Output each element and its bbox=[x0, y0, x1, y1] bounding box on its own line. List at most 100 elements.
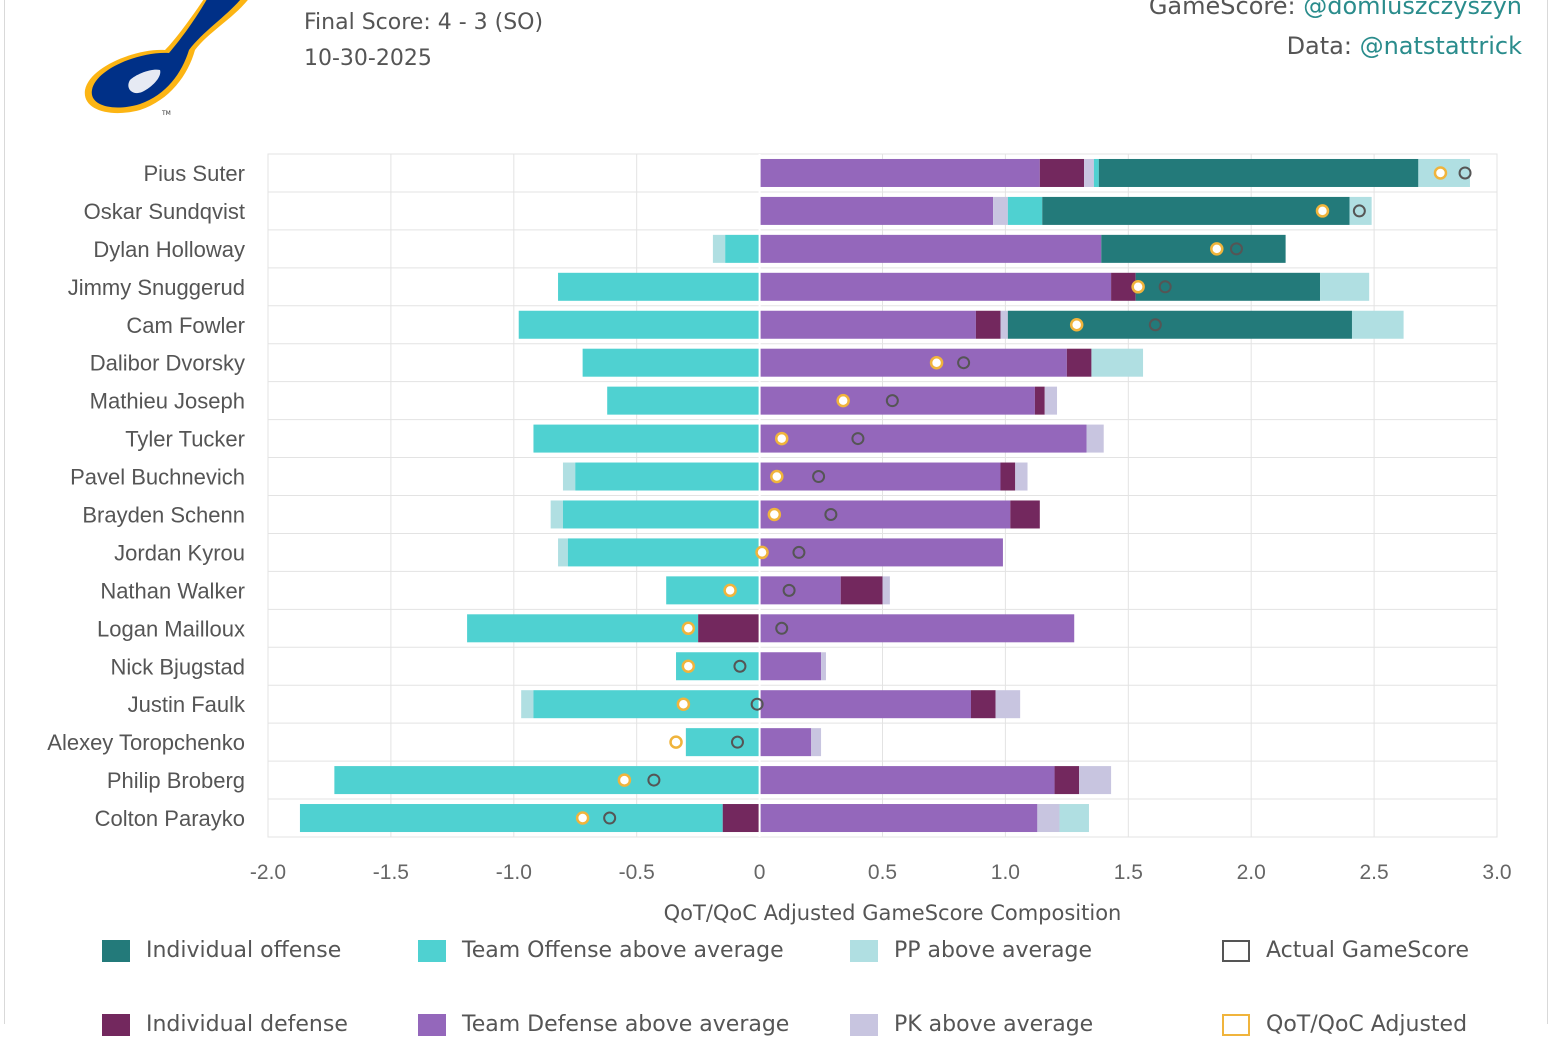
bar-segment-pk bbox=[1015, 462, 1028, 491]
adjusted-gamescore-marker bbox=[669, 735, 683, 749]
bar-segment-individual-defense bbox=[970, 690, 996, 719]
actual-gamescore-marker bbox=[957, 356, 971, 370]
bar-segment-team-defense bbox=[759, 310, 976, 339]
legend-label: PK above average bbox=[894, 1012, 1094, 1037]
legend-item: QoT/QoC Adjusted bbox=[1222, 1012, 1467, 1037]
adjusted-gamescore-marker bbox=[1433, 166, 1448, 180]
frame-left-border bbox=[4, 0, 5, 1024]
adjusted-gamescore-marker bbox=[676, 697, 691, 711]
player-name-label: Philip Broberg bbox=[107, 768, 245, 793]
legend-item: PP above average bbox=[850, 938, 1092, 963]
actual-gamescore-marker bbox=[824, 507, 838, 521]
bar-segment-pk bbox=[1044, 386, 1058, 415]
bar-segment-team-defense bbox=[759, 728, 812, 757]
gamescore-credit: GameScore: @domluszczyszyn bbox=[1149, 0, 1522, 20]
bar-segment-team-defense bbox=[759, 234, 1102, 263]
blues-note-logo: TM bbox=[84, 0, 248, 117]
actual-gamescore-marker bbox=[733, 659, 747, 673]
bar-segment-pk bbox=[995, 690, 1021, 719]
bar-segment-team-defense bbox=[759, 462, 1001, 491]
legend-swatch bbox=[418, 1013, 446, 1036]
bar-segment-pk bbox=[882, 576, 890, 605]
x-axis-title: QoT/QoC Adjusted GameScore Composition bbox=[664, 901, 1122, 925]
bar-segment-team-offense bbox=[299, 804, 723, 833]
player-name-label: Brayden Schenn bbox=[82, 502, 245, 527]
bar-segment-team-offense bbox=[725, 234, 760, 263]
actual-gamescore-marker bbox=[782, 583, 796, 597]
bar-segment-pp bbox=[1349, 196, 1372, 225]
bar-segment-team-defense bbox=[759, 272, 1112, 301]
legend-swatch bbox=[102, 1013, 130, 1036]
legend-item: PK above average bbox=[850, 1012, 1093, 1037]
actual-gamescore-marker bbox=[1458, 166, 1472, 180]
player-name-label: Nick Bjugstad bbox=[110, 654, 245, 679]
bar-segment-pk bbox=[821, 652, 826, 681]
legend-label: PP above average bbox=[894, 938, 1093, 963]
adjusted-gamescore-marker bbox=[774, 431, 789, 446]
legend-label: Team Defense above average bbox=[462, 1012, 790, 1037]
player-name-label: Jimmy Snuggerud bbox=[68, 275, 245, 300]
bar-segment-team-offense bbox=[666, 576, 760, 605]
bar-segment-team-defense bbox=[759, 348, 1067, 377]
legend-label: Team Offense above average bbox=[462, 938, 784, 963]
bar-segment-team-defense bbox=[759, 804, 1038, 833]
bar-segment-pp bbox=[712, 234, 726, 263]
x-tick-label: 1.5 bbox=[1114, 861, 1143, 884]
bar-segment-pk bbox=[811, 728, 822, 757]
bar-segment-individual-offense bbox=[1098, 158, 1419, 187]
x-tick-label: -0.5 bbox=[619, 861, 655, 884]
bar-segment-team-defense bbox=[759, 158, 1040, 187]
adjusted-gamescore-marker bbox=[767, 507, 782, 522]
bar-segment-individual-defense bbox=[698, 614, 760, 643]
adjusted-gamescore-marker bbox=[575, 811, 590, 825]
bar-segment-team-offense bbox=[1093, 158, 1099, 187]
actual-gamescore-marker bbox=[603, 811, 617, 825]
legend-label: Actual GameScore bbox=[1266, 938, 1470, 963]
legend-swatch bbox=[1222, 1013, 1250, 1036]
data-handle[interactable]: @natstattrick bbox=[1359, 32, 1522, 60]
player-name-label: Pavel Buchnevich bbox=[70, 465, 245, 490]
bar-segment-team-offense bbox=[575, 462, 760, 491]
bar-segment-team-offense bbox=[567, 538, 760, 567]
player-name-label: Cam Fowler bbox=[126, 313, 245, 338]
player-name-label: Nathan Walker bbox=[100, 578, 245, 603]
legend-item: Team Defense above average bbox=[418, 1012, 789, 1037]
player-name-label: Jordan Kyrou bbox=[114, 540, 245, 565]
bar-segment-team-defense bbox=[759, 196, 994, 225]
player-name-label: Oskar Sundqvist bbox=[84, 199, 245, 224]
bar-segment-team-defense bbox=[759, 500, 1011, 529]
bar-segment-individual-defense bbox=[722, 804, 760, 833]
bar-segment-pk bbox=[1000, 310, 1008, 339]
actual-gamescore-marker bbox=[647, 773, 661, 787]
actual-gamescore-marker bbox=[1229, 242, 1243, 256]
bar-segment-team-defense bbox=[759, 576, 841, 605]
bar-segment-pp bbox=[562, 462, 576, 491]
actual-gamescore-marker bbox=[851, 432, 865, 446]
adjusted-gamescore-marker bbox=[617, 773, 632, 787]
frame-right-border bbox=[1547, 0, 1548, 1024]
player-name-label: Dalibor Dvorsky bbox=[90, 351, 245, 376]
adjusted-gamescore-marker bbox=[770, 469, 784, 484]
actual-gamescore-marker bbox=[812, 470, 826, 484]
game-date: 10-30-2025 bbox=[304, 46, 432, 71]
svg-text:TM: TM bbox=[161, 110, 171, 117]
bar-segment-pk bbox=[1086, 424, 1104, 453]
bar-segment-team-offense bbox=[607, 386, 760, 415]
gamescore-label: GameScore: bbox=[1148, 0, 1304, 20]
bar-segment-team-defense bbox=[759, 424, 1087, 453]
bar-segment-team-offense bbox=[1007, 196, 1043, 225]
legend-item: Individual defense bbox=[102, 1012, 348, 1037]
adjusted-gamescore-marker bbox=[1069, 318, 1084, 332]
adjusted-gamescore-marker bbox=[681, 659, 696, 673]
bar-segment-team-offense bbox=[562, 500, 760, 529]
x-tick-label: -2.0 bbox=[250, 861, 286, 884]
legend-label: QoT/QoC Adjusted bbox=[1266, 1012, 1468, 1037]
bar-segment-individual-defense bbox=[1054, 766, 1080, 795]
bar-segment-pp bbox=[1059, 804, 1089, 833]
x-tick-label: 3.0 bbox=[1482, 861, 1511, 884]
bar-segment-team-defense bbox=[759, 614, 1075, 643]
gamescore-handle[interactable]: @domluszczyszyn bbox=[1303, 0, 1522, 20]
x-tick-label: -1.0 bbox=[496, 861, 532, 884]
bar-segment-pp bbox=[521, 690, 534, 719]
